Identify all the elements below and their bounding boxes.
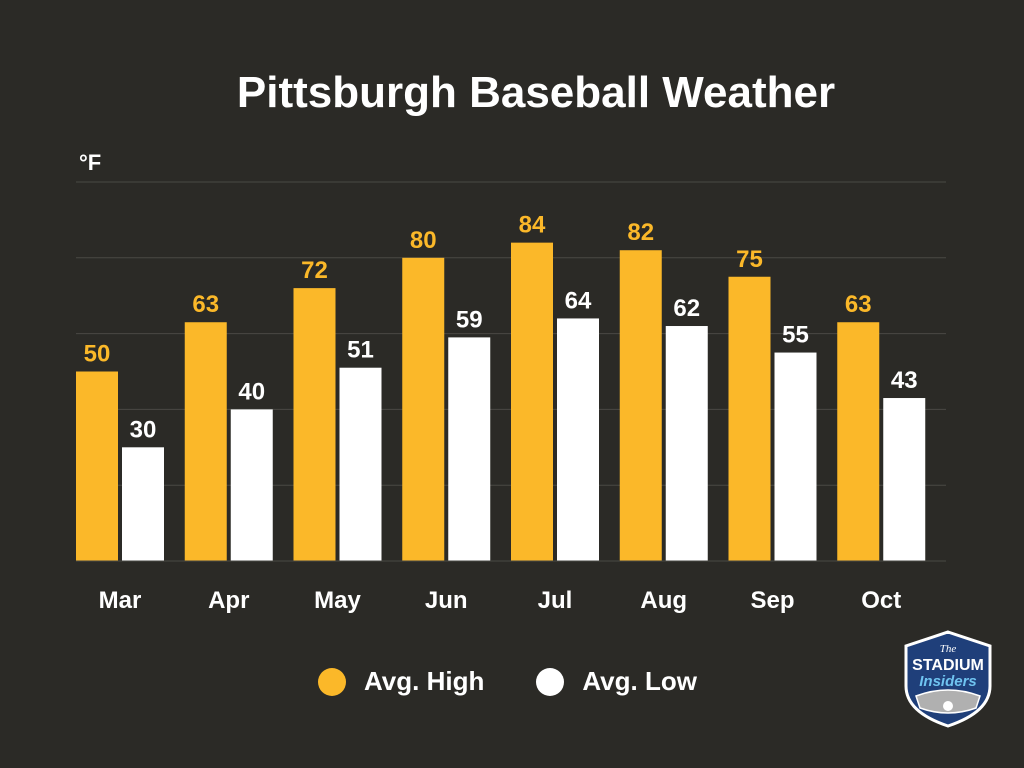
data-label-low: 55	[782, 322, 809, 349]
legend: Avg. High Avg. Low	[318, 666, 749, 697]
bar-high	[293, 288, 336, 561]
x-tick-label: Aug	[640, 587, 687, 614]
svg-text:STADIUM: STADIUM	[912, 657, 984, 674]
x-tick-label: May	[314, 587, 361, 614]
chart-title: Pittsburgh Baseball Weather	[236, 68, 836, 117]
data-label-low: 51	[347, 337, 374, 364]
bar-low	[774, 352, 817, 561]
bar-low	[122, 447, 164, 561]
bar-high	[619, 250, 662, 561]
legend-swatch-high	[318, 667, 346, 696]
data-label-high: 80	[410, 227, 437, 254]
data-label-low: 59	[456, 306, 483, 333]
bar-high	[402, 257, 445, 561]
legend-label-low: Avg. Low	[582, 666, 697, 696]
legend-item-low: Avg. Low	[536, 666, 697, 697]
x-tick-label: Jun	[425, 587, 468, 614]
bar-low	[665, 326, 708, 561]
x-tick-label: Mar	[99, 587, 142, 614]
data-label-high: 82	[627, 219, 654, 246]
bar-high	[76, 371, 118, 561]
data-label-low: 43	[891, 367, 918, 394]
bar-low	[339, 367, 382, 561]
bar-high	[511, 242, 553, 561]
bar-high	[184, 322, 227, 561]
legend-swatch-low	[536, 667, 565, 696]
data-label-high: 75	[736, 246, 763, 273]
svg-text:The: The	[940, 643, 957, 655]
bar-low	[448, 337, 491, 561]
bar-low	[557, 318, 599, 561]
data-label-low: 40	[238, 378, 265, 405]
legend-label-high: Avg. High	[364, 666, 485, 696]
data-label-low: 30	[130, 416, 157, 443]
data-label-high: 50	[84, 341, 111, 368]
data-label-high: 63	[845, 291, 872, 318]
bar-low	[230, 409, 273, 561]
data-label-high: 72	[301, 257, 328, 284]
stadium-insiders-logo: The STADIUM Insiders	[904, 630, 992, 728]
legend-item-high: Avg. High	[318, 666, 484, 697]
x-tick-label: Apr	[208, 587, 249, 614]
x-tick-label: Oct	[861, 587, 901, 614]
bar-low	[883, 398, 926, 561]
x-tick-label: Jul	[538, 587, 573, 614]
data-label-low: 64	[565, 287, 592, 314]
bar-high	[728, 276, 771, 561]
data-label-low: 62	[673, 295, 700, 322]
svg-text:Insiders: Insiders	[919, 673, 977, 690]
x-tick-label: Sep	[750, 587, 794, 614]
data-label-high: 63	[192, 291, 219, 318]
bar-high	[837, 322, 880, 561]
y-axis-unit-label: °F	[79, 150, 102, 175]
data-label-high: 84	[519, 212, 546, 239]
